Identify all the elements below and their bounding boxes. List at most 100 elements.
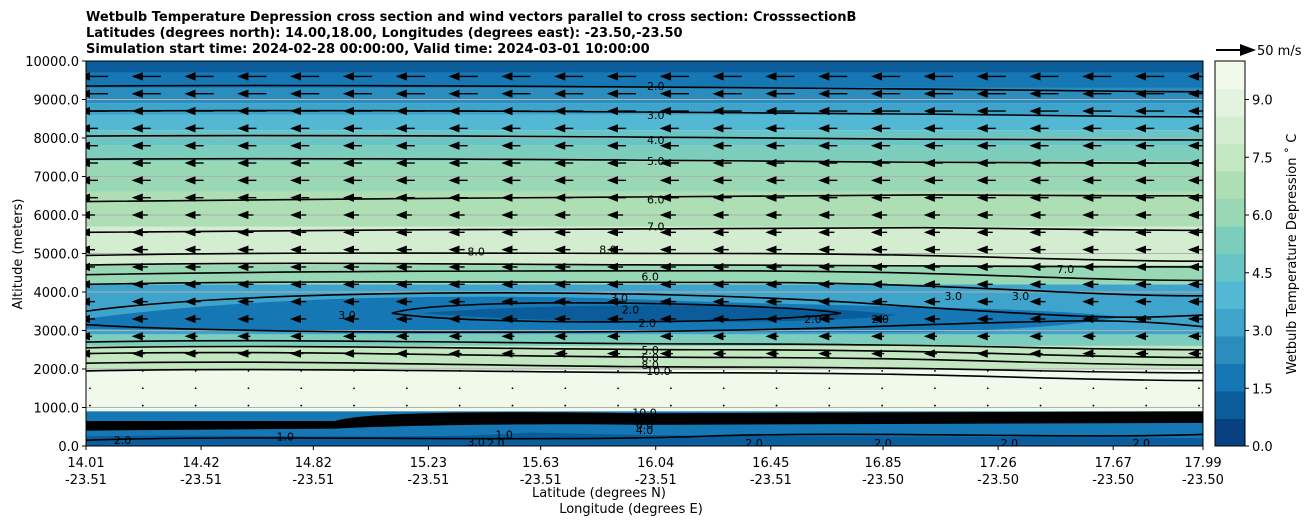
colorbar: 0.0 1.5 3.0 4.5 6.0 7.5 9.0 (1214, 60, 1273, 455)
wind-vector (828, 370, 831, 372)
x-tick-label-longitude: -23.51 (292, 473, 334, 488)
contour-line (86, 281, 1203, 297)
y-axis: 0.0 1000.0 2000.0 3000.0 4000.0 5000.0 6000.0 7… (25, 55, 86, 455)
contour-label: 5.0 (647, 155, 665, 168)
wind-vector (511, 370, 514, 372)
contour-band (86, 145, 1203, 162)
wind-vector (353, 404, 355, 407)
colorbar-segment (1215, 253, 1245, 282)
wind-vector (934, 370, 936, 372)
contour-line (86, 433, 1203, 442)
contour-label: 7.0 (1057, 263, 1075, 276)
y-tick-label: 2000.0 (34, 363, 80, 378)
wind-vector (775, 370, 778, 372)
wind-vector (89, 404, 91, 407)
colorbar-tick-label: 4.5 (1252, 267, 1273, 282)
contour-label: 8.0 (641, 359, 659, 372)
x-tick-label-latitude: 14.82 (295, 456, 332, 471)
contour-label: 1.0 (495, 428, 513, 441)
contour-label: 7.0 (647, 221, 665, 234)
wind-vector (986, 370, 989, 372)
wind-vector (89, 370, 91, 372)
contour-label: 6.0 (641, 351, 659, 364)
wind-vector (722, 370, 725, 372)
contour-line-cluster (86, 411, 1203, 431)
x-tick-label-longitude: -23.50 (1092, 473, 1134, 488)
colorbar-segment (1215, 391, 1245, 419)
wind-vector (247, 404, 250, 407)
wind-vector (1092, 370, 1095, 372)
x-tick-label-longitude: -23.50 (977, 473, 1019, 488)
contour-label: 2.0 (639, 317, 657, 330)
contour-band (86, 61, 1203, 73)
wind-vector (458, 370, 461, 372)
contour-line (86, 252, 1203, 262)
wind-vector (881, 404, 884, 407)
x-axis-label-longitude: Longitude (degrees E) (559, 502, 703, 517)
wind-vector (300, 370, 303, 372)
wind-vector (353, 370, 355, 372)
wind-reference-legend: 50 m/s (1216, 44, 1302, 59)
colorbar-segment (1215, 336, 1245, 364)
contour-label: 4.0 (647, 134, 665, 147)
contour-band (86, 114, 1203, 131)
wind-vector (405, 370, 408, 372)
wind-vector (300, 387, 303, 390)
wind-vector (670, 404, 672, 407)
x-tick-label-longitude: -23.51 (750, 473, 792, 488)
contour-line (86, 345, 1203, 359)
contour-label: 8.0 (467, 246, 485, 259)
wind-vector (617, 387, 619, 390)
wind-vector (670, 370, 672, 372)
wind-vector (1198, 370, 1200, 372)
contour-line (86, 270, 1203, 282)
wind-vector (1145, 370, 1148, 372)
contour-band (86, 334, 1203, 346)
horizontal-gridlines (86, 99, 1203, 408)
y-tick-label: 8000.0 (34, 132, 80, 147)
contour-label: 5.0 (641, 344, 659, 357)
contour-label: 8.0 (599, 244, 617, 257)
wind-vector (670, 387, 672, 390)
colorbar-segment (1215, 88, 1245, 117)
contour-line (86, 84, 1203, 93)
colorbar-segment (1215, 61, 1245, 89)
y-tick-label: 1000.0 (34, 402, 80, 417)
title-line-3: Simulation start time: 2024-02-28 00:00:… (86, 42, 650, 57)
y-tick-label: 9000.0 (34, 94, 80, 109)
contour-label: 2.0 (647, 80, 665, 93)
wind-vector (247, 387, 250, 390)
contour-line (86, 361, 1203, 374)
wind-vector (1145, 387, 1148, 390)
wind-vector (986, 387, 989, 390)
contour-label: 2.0 (487, 437, 505, 450)
wind-vector (141, 404, 144, 407)
x-tick-label-latitude: 16.85 (864, 456, 901, 471)
wind-vector (1092, 387, 1095, 390)
wind-vector (722, 387, 725, 390)
contour-label: 2.0 (874, 437, 892, 450)
wind-vector (458, 387, 461, 390)
contour-label: 6.0 (636, 419, 654, 432)
chart-title: Wetbulb Temperature Depression cross sec… (86, 10, 856, 57)
x-axis-label-latitude: Latitude (degrees N) (532, 486, 666, 501)
reference-arrow-label: 50 m/s (1257, 44, 1302, 59)
contour-label: 2.0 (871, 313, 889, 326)
contour-label: 6.0 (641, 271, 659, 284)
x-tick-label-longitude: -23.51 (520, 473, 562, 488)
contour-line (391, 302, 842, 323)
wind-vector (458, 404, 461, 407)
surface-band (86, 432, 1203, 446)
colorbar-tick-label: 6.0 (1252, 209, 1273, 224)
contour-label: 2.0 (745, 437, 763, 450)
contour-label: 3.0 (610, 292, 628, 305)
x-tick-label-longitude: -23.51 (407, 473, 449, 488)
wind-vector (564, 404, 567, 407)
wind-vector (511, 387, 514, 390)
wind-vector (881, 387, 884, 390)
wind-vector (353, 387, 355, 390)
x-tick-label-latitude: 16.45 (752, 456, 789, 471)
colorbar-tick-label: 3.0 (1252, 325, 1273, 340)
wind-vector (511, 404, 514, 407)
wind-vector (564, 387, 567, 390)
